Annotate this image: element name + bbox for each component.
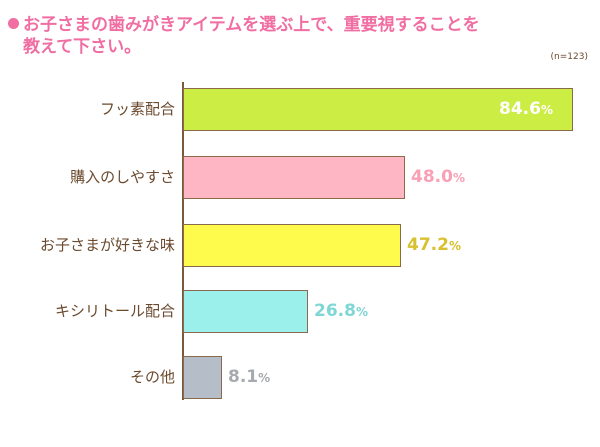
category-label: 購入のしやすさ <box>70 168 175 186</box>
bar-row: お子さまが好きな味 47.2% <box>0 224 600 267</box>
category-label: フッ素配合 <box>99 100 175 118</box>
value-label: 8.1% <box>228 367 271 387</box>
bar <box>183 224 401 267</box>
bar-row: その他 8.1% <box>0 356 600 399</box>
bar <box>183 356 222 399</box>
title-line-2: 教えて下さい。 <box>23 37 142 57</box>
sample-size: (n=123) <box>550 52 588 62</box>
chart-title: お子さまの歯みがきアイテムを選ぶ上で、重要視することを 教えて下さい。 <box>8 14 480 58</box>
bar <box>183 290 308 333</box>
value-label: 84.6% <box>499 99 553 119</box>
value-label: 47.2% <box>407 235 461 255</box>
bar <box>183 156 405 199</box>
category-label: キシリトール配合 <box>54 302 175 320</box>
bar-row: 購入のしやすさ 48.0% <box>0 156 600 199</box>
bar-row: キシリトール配合 26.8% <box>0 290 600 333</box>
bar <box>183 88 573 131</box>
value-label: 26.8% <box>314 301 368 321</box>
category-label: その他 <box>129 368 175 386</box>
bar-row: フッ素配合 84.6% <box>0 88 600 131</box>
value-label: 48.0% <box>411 167 465 187</box>
category-label: お子さまが好きな味 <box>39 236 175 254</box>
bullet-icon <box>8 18 19 29</box>
title-line-1: お子さまの歯みがきアイテムを選ぶ上で、重要視することを <box>23 15 480 35</box>
